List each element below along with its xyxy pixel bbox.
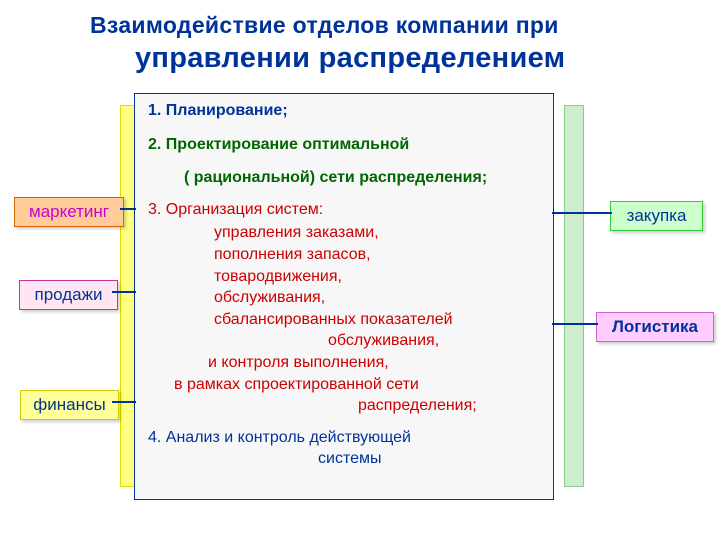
right-background-bar xyxy=(564,105,584,487)
connector-logistics xyxy=(552,323,598,325)
step-3-l7: в рамках спроектированной сети xyxy=(174,374,543,396)
dept-finance: финансы xyxy=(20,390,119,420)
step-4-line-a: 4. Анализ и контроль действующей xyxy=(148,427,543,449)
connector-purchase xyxy=(552,212,612,214)
step-3-l5b: обслуживания, xyxy=(328,330,543,352)
dept-logistics: Логистика xyxy=(596,312,714,342)
step-3-l3: товародвижения, xyxy=(214,266,543,288)
step-3-l5: сбалансированных показателей xyxy=(214,309,543,331)
step-1: 1. Планирование; xyxy=(148,100,543,122)
dept-purchase: закупка xyxy=(610,201,703,231)
center-content: 1. Планирование; 2. Проектирование оптим… xyxy=(148,100,543,470)
connector-finance xyxy=(112,401,136,403)
step-3-l6: и контроля выполнения, xyxy=(208,352,543,374)
dept-marketing: маркетинг xyxy=(14,197,124,227)
connector-sales xyxy=(112,291,136,293)
title-line-1: Взаимодействие отделов компании при xyxy=(90,12,559,39)
step-3-l1: управления заказами, xyxy=(214,222,543,244)
step-2-line-b: ( рациональной) сети распределения; xyxy=(184,167,543,189)
connector-marketing xyxy=(120,208,136,210)
step-3-l7b: распределения; xyxy=(358,395,543,417)
diagram-canvas: Взаимодействие отделов компании при упра… xyxy=(0,0,720,540)
step-3-head: 3. Организация систем: xyxy=(148,199,543,221)
step-3-l4: обслуживания, xyxy=(214,287,543,309)
dept-sales: продажи xyxy=(19,280,118,310)
step-3-l2: пополнения запасов, xyxy=(214,244,543,266)
title-line-2: управлении распределением xyxy=(135,42,565,75)
step-4-line-b: системы xyxy=(318,448,543,470)
step-2-line-a: 2. Проектирование оптимальной xyxy=(148,134,543,156)
